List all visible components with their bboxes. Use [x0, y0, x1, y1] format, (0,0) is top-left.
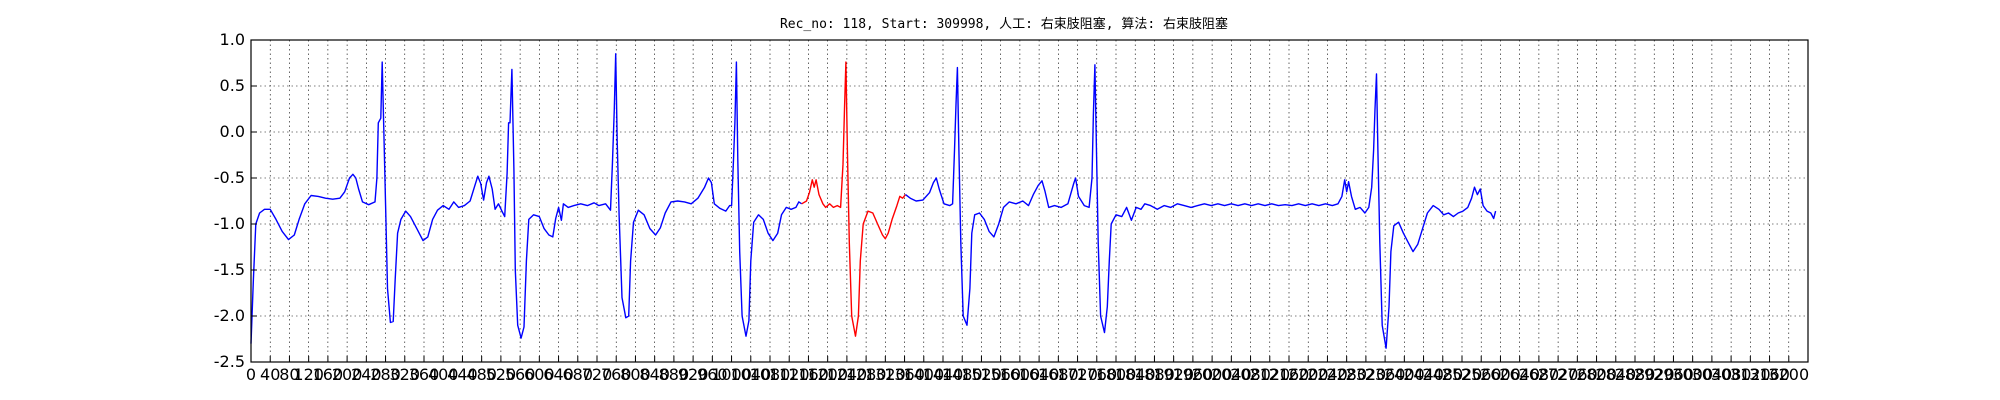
- x-tick-label: 1960: [1173, 365, 1214, 384]
- x-axis-ticks: 0 408012016020024028032036040044048052056…: [246, 356, 1809, 384]
- x-tick-label: 280: [370, 365, 401, 384]
- x-tick-label: 2360: [1365, 365, 1406, 384]
- x-tick-label: 120: [293, 365, 324, 384]
- x-tick-label: 2400: [1384, 365, 1425, 384]
- x-tick-label: 1760: [1076, 365, 1117, 384]
- x-tick-label: 2880: [1615, 365, 1656, 384]
- x-tick-label: 2160: [1269, 365, 1310, 384]
- x-tick-label: 2760: [1557, 365, 1598, 384]
- x-tick-label: 1480: [942, 365, 983, 384]
- x-tick-label: 1600: [1000, 365, 1041, 384]
- x-tick-label: 3080: [1711, 365, 1752, 384]
- x-tick-label: 1200: [807, 365, 848, 384]
- x-tick-label: 2520: [1442, 365, 1483, 384]
- x-tick-label: 360: [409, 365, 440, 384]
- x-tick-label: 600: [524, 365, 555, 384]
- x-tick-label: 2080: [1230, 365, 1271, 384]
- x-tick-label: 1120: [769, 365, 810, 384]
- x-tick-label: 3160: [1749, 365, 1790, 384]
- x-tick-label: 320: [390, 365, 421, 384]
- x-tick-label: 800: [620, 365, 651, 384]
- x-tick-label: 2200: [1288, 365, 1329, 384]
- x-tick-label: 400: [428, 365, 459, 384]
- x-tick-label: 1640: [1019, 365, 1060, 384]
- x-tick-label: 560: [505, 365, 536, 384]
- x-tick-label: 2480: [1422, 365, 1463, 384]
- plot-frame: [250, 39, 1809, 363]
- x-tick-label: 520: [486, 365, 517, 384]
- y-tick-label: -1.0: [214, 214, 245, 233]
- x-tick-label: 2720: [1538, 365, 1579, 384]
- y-tick-label: -0.5: [214, 168, 245, 187]
- x-tick-label: 680: [563, 365, 594, 384]
- y-tick-label: -2.0: [214, 306, 245, 325]
- x-tick-label: 3200: [1768, 365, 1809, 384]
- x-tick-label: 1680: [1038, 365, 1079, 384]
- x-tick-label: 960: [697, 365, 728, 384]
- x-tick-label: 1560: [980, 365, 1021, 384]
- x-tick-label: 160: [313, 365, 344, 384]
- x-tick-label: 1840: [1115, 365, 1156, 384]
- x-tick-label: 2600: [1480, 365, 1521, 384]
- y-tick-label: 0.0: [220, 122, 245, 141]
- x-tick-label: 1520: [961, 365, 1002, 384]
- x-tick-label: 2800: [1576, 365, 1617, 384]
- x-tick-label: 1720: [1057, 365, 1098, 384]
- chart-title: Rec_no: 118, Start: 309998, 人工: 右束肢阻塞, 算…: [780, 16, 1228, 32]
- x-tick-label: 3000: [1672, 365, 1713, 384]
- y-tick-label: -2.5: [214, 352, 245, 371]
- x-tick-label: 2640: [1499, 365, 1540, 384]
- x-tick-label: 2000: [1192, 365, 1233, 384]
- x-tick-label: 2680: [1519, 365, 1560, 384]
- x-tick-label: 920: [678, 365, 709, 384]
- y-axis-ticks: 1.0 0.5 0.0 -0.5 -1.0 -1.5 -2.0 -2.5: [214, 30, 257, 371]
- x-tick-label: 1000: [711, 365, 752, 384]
- x-tick-label: 840: [639, 365, 670, 384]
- x-tick-label: 3040: [1692, 365, 1733, 384]
- x-tick-label: 2120: [1249, 365, 1290, 384]
- x-tick-label: 1360: [884, 365, 925, 384]
- x-tick-label: 2320: [1346, 365, 1387, 384]
- x-tick-label: 720: [582, 365, 613, 384]
- x-tick-label: 1160: [788, 365, 829, 384]
- x-tick-label: 480: [466, 365, 497, 384]
- ecg-series-line-2: [801, 61, 907, 337]
- x-tick-label: 0: [246, 365, 256, 384]
- y-tick-label: -1.5: [214, 260, 245, 279]
- x-tick-label: 1440: [923, 365, 964, 384]
- ecg-series-line-1: [250, 53, 803, 344]
- x-tick-label: 640: [543, 365, 574, 384]
- x-tick-label: 240: [351, 365, 382, 384]
- x-tick-label: 760: [601, 365, 632, 384]
- x-tick-label: 1240: [827, 365, 868, 384]
- ecg-series-line-3: [905, 64, 1497, 349]
- x-tick-label: 2920: [1634, 365, 1675, 384]
- x-tick-label: 1040: [730, 365, 771, 384]
- x-tick-label: 80: [279, 365, 299, 384]
- x-tick-label: 2840: [1595, 365, 1636, 384]
- x-tick-label: 2960: [1653, 365, 1694, 384]
- x-tick-label: 1400: [903, 365, 944, 384]
- x-tick-label: 2560: [1461, 365, 1502, 384]
- x-tick-label: 1080: [750, 365, 791, 384]
- x-tick-label: 440: [447, 365, 478, 384]
- y-tick-label: 1.0: [220, 30, 245, 49]
- x-tick-label: 40: [260, 365, 280, 384]
- x-tick-label: 2280: [1326, 365, 1367, 384]
- x-tick-label: 1280: [846, 365, 887, 384]
- x-tick-label: 1920: [1153, 365, 1194, 384]
- x-tick-label: 1880: [1134, 365, 1175, 384]
- x-tick-label: 1320: [865, 365, 906, 384]
- x-tick-label: 1800: [1096, 365, 1137, 384]
- y-tick-label: 0.5: [220, 76, 245, 95]
- x-tick-label: 200: [332, 365, 363, 384]
- x-tick-label: 2240: [1307, 365, 1348, 384]
- series-layer: [250, 53, 1497, 349]
- x-tick-label: 2040: [1211, 365, 1252, 384]
- x-tick-label: 2440: [1403, 365, 1444, 384]
- x-tick-label: 880: [659, 365, 690, 384]
- x-tick-label: 3120: [1730, 365, 1771, 384]
